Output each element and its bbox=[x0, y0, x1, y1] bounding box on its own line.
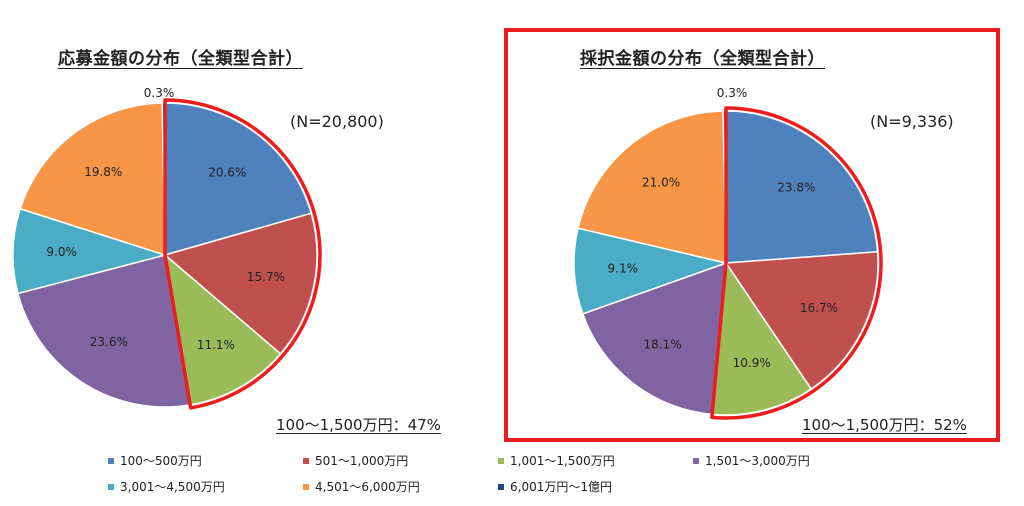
legend-label: 1,001～1,500万円 bbox=[510, 454, 615, 468]
applied-value-label-3: 23.6% bbox=[90, 335, 128, 349]
applied-slice-5 bbox=[19, 102, 166, 257]
applied-summary: 100～1,500万円：47% bbox=[276, 416, 441, 434]
adopted-pie-chart: 23.8% 16.7% 10.9% 18.1% 9.1% 21.0% 0.3% bbox=[573, 86, 883, 420]
applied-value-label-4: 9.0% bbox=[46, 245, 77, 259]
legend-swatch bbox=[108, 483, 114, 490]
legend-item: 6,001万円～1億円 bbox=[498, 478, 612, 495]
applied-slice-0 bbox=[164, 102, 313, 256]
legend-label: 1,501～3,000万円 bbox=[705, 454, 810, 468]
adopted-value-label-5: 21.0% bbox=[642, 176, 680, 190]
applied-highlight-outline bbox=[163, 98, 322, 410]
adopted-slice-1 bbox=[724, 250, 879, 390]
legend-label: 100～500万円 bbox=[120, 454, 202, 468]
adopted-highlight-outline bbox=[710, 106, 883, 420]
applied-slice-2 bbox=[163, 253, 282, 406]
legend-label: 501～1,000万円 bbox=[315, 454, 409, 468]
legend-item: 4,501～6,000万円 bbox=[303, 478, 420, 495]
adopted-slice-0 bbox=[725, 110, 879, 264]
applied-slice-4 bbox=[12, 207, 168, 295]
applied-slice-3 bbox=[17, 254, 192, 408]
adopted-value-label-1: 16.7% bbox=[800, 301, 838, 315]
legend-item: 501～1,000万円 bbox=[303, 452, 408, 469]
legend-label: 3,001～4,500万円 bbox=[120, 480, 225, 494]
legend-swatch bbox=[498, 483, 504, 490]
applied-n-count: (N=20,800) bbox=[290, 112, 384, 131]
applied-pie-chart: 20.6% 15.7% 11.1% 23.6% 9.0% 19.8% 0.3% bbox=[12, 86, 322, 410]
adopted-value-label-3: 18.1% bbox=[644, 338, 682, 352]
applied-slice-1 bbox=[163, 212, 318, 355]
adopted-slice-5 bbox=[577, 110, 727, 264]
adopted-chart-title: 採択金額の分布（全類型合計） bbox=[580, 49, 825, 69]
legend-swatch bbox=[693, 457, 699, 464]
legend-item: 1,001～1,500万円 bbox=[498, 452, 615, 469]
applied-value-label-1: 15.7% bbox=[247, 270, 285, 284]
adopted-value-label-0: 23.8% bbox=[777, 180, 815, 194]
legend-item: 1,501～3,000万円 bbox=[693, 452, 810, 469]
applied-value-label-2: 11.1% bbox=[197, 338, 235, 352]
adopted-n-count: (N=9,336) bbox=[870, 112, 954, 131]
adopted-slice-3 bbox=[581, 261, 727, 416]
applied-value-label-5: 19.8% bbox=[84, 165, 122, 179]
legend-swatch bbox=[498, 457, 504, 464]
adopted-slice-2 bbox=[711, 260, 813, 416]
adopted-summary: 100～1,500万円：52% bbox=[802, 416, 967, 434]
adopted-value-label-6: 0.3% bbox=[717, 86, 748, 100]
legend-label: 6,001万円～1億円 bbox=[510, 480, 612, 494]
adopted-highlight-frame bbox=[504, 28, 1000, 442]
applied-value-label-6: 0.3% bbox=[144, 86, 175, 100]
legend-swatch bbox=[303, 483, 309, 490]
adopted-slice-4 bbox=[573, 227, 729, 315]
applied-chart-title: 応募金額の分布（全類型合計） bbox=[58, 49, 303, 69]
adopted-value-label-4: 9.1% bbox=[608, 262, 639, 276]
legend-item: 3,001～4,500万円 bbox=[108, 478, 225, 495]
legend-swatch bbox=[303, 457, 309, 464]
legend-swatch bbox=[108, 457, 114, 464]
applied-value-label-0: 20.6% bbox=[208, 165, 246, 179]
adopted-value-label-2: 10.9% bbox=[733, 356, 771, 370]
legend-item: 100～500万円 bbox=[108, 452, 202, 469]
legend-label: 4,501～6,000万円 bbox=[315, 480, 420, 494]
